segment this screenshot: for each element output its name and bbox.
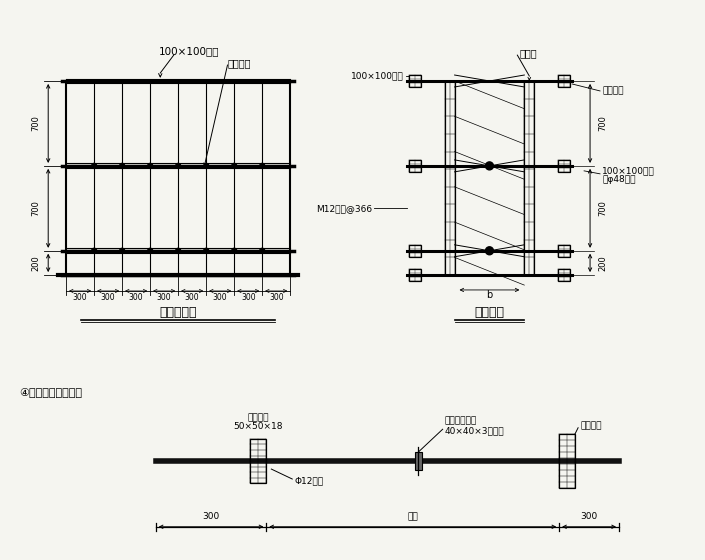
Circle shape	[486, 162, 493, 170]
Circle shape	[120, 248, 125, 253]
Text: b: b	[486, 290, 493, 300]
Circle shape	[92, 164, 97, 169]
Text: 700: 700	[598, 115, 607, 132]
Bar	[409, 245, 421, 256]
Text: 壁厚: 壁厚	[407, 512, 418, 521]
Text: ④止水螺栓示意图：: ④止水螺栓示意图：	[19, 388, 82, 398]
Text: 300: 300	[269, 293, 283, 302]
Text: 300: 300	[185, 293, 200, 302]
Circle shape	[204, 248, 209, 253]
Text: 300: 300	[213, 293, 228, 302]
Text: 200: 200	[598, 255, 607, 271]
Text: 40×40×3止水片: 40×40×3止水片	[445, 427, 504, 436]
Bar	[525, 81, 534, 275]
Bar	[558, 75, 570, 87]
Bar	[409, 160, 421, 172]
Circle shape	[147, 164, 153, 169]
Text: 300: 300	[157, 293, 171, 302]
Text: （双面满焊）: （双面满焊）	[445, 417, 477, 426]
Bar	[415, 452, 422, 470]
Text: 100×100木枋: 100×100木枋	[159, 46, 220, 56]
Text: 300: 300	[129, 293, 144, 302]
Text: 木板垫片: 木板垫片	[247, 413, 269, 422]
Text: Φ12螺栓: Φ12螺栓	[294, 477, 324, 486]
Circle shape	[259, 164, 264, 169]
Text: 墙体模板: 墙体模板	[580, 421, 601, 430]
Text: 100×100木枋: 100×100木枋	[351, 72, 404, 81]
Text: 200: 200	[31, 255, 40, 271]
Circle shape	[92, 248, 97, 253]
Text: 300: 300	[202, 512, 220, 521]
Bar	[558, 160, 570, 172]
Circle shape	[204, 164, 209, 169]
Bar	[250, 438, 266, 483]
Text: 50×50×18: 50×50×18	[233, 422, 283, 431]
Bar	[409, 269, 421, 281]
Text: 300: 300	[101, 293, 116, 302]
Text: 及φ48钢管: 及φ48钢管	[602, 175, 635, 184]
Bar	[559, 434, 575, 488]
Text: 墙模立面图: 墙模立面图	[159, 306, 197, 319]
Circle shape	[232, 248, 237, 253]
Circle shape	[486, 247, 493, 255]
Text: 100×100木枋: 100×100木枋	[602, 166, 655, 175]
Text: 300: 300	[73, 293, 87, 302]
Bar	[558, 269, 570, 281]
Bar	[409, 75, 421, 87]
Text: 700: 700	[31, 115, 40, 132]
Text: 拉紧扣件: 拉紧扣件	[228, 58, 251, 68]
Text: 300: 300	[241, 293, 255, 302]
Circle shape	[259, 248, 264, 253]
Text: 拉紧扣件: 拉紧扣件	[602, 86, 623, 95]
Circle shape	[176, 164, 180, 169]
Text: 墙剖面图: 墙剖面图	[474, 306, 505, 319]
Circle shape	[232, 164, 237, 169]
Bar	[66, 81, 290, 275]
Circle shape	[147, 248, 153, 253]
Text: 700: 700	[31, 200, 40, 216]
Text: 700: 700	[598, 200, 607, 216]
Circle shape	[120, 164, 125, 169]
Circle shape	[176, 248, 180, 253]
Bar	[558, 245, 570, 256]
Text: M12螺栓@366: M12螺栓@366	[316, 204, 372, 213]
Text: 300: 300	[580, 512, 598, 521]
Text: 胶合板: 胶合板	[520, 48, 537, 58]
Bar	[445, 81, 455, 275]
